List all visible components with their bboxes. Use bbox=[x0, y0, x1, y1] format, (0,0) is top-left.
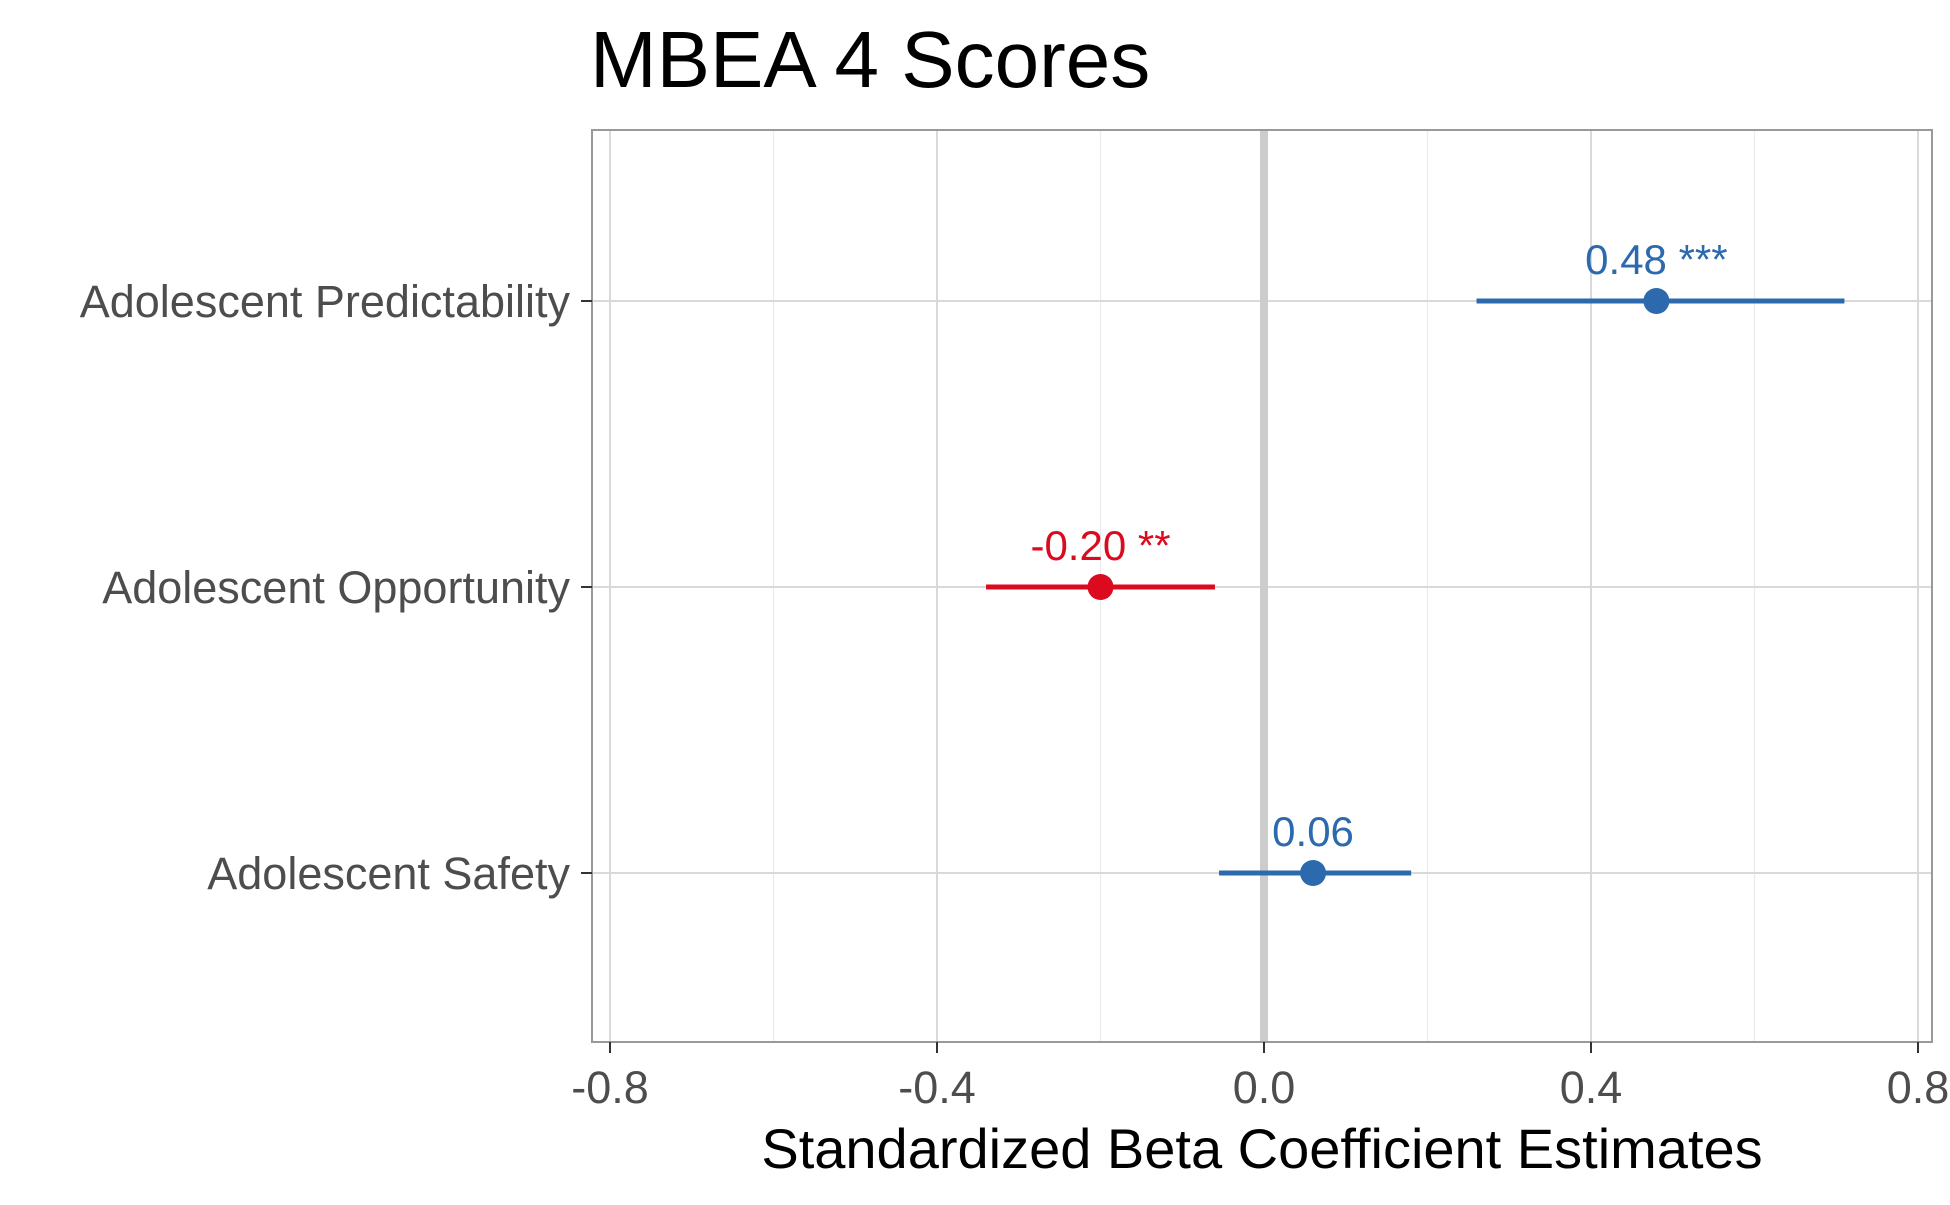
data-marks: 0.48 *** -0.20 ** 0.06 bbox=[986, 236, 1845, 886]
y-tick-label: Adolescent Opportunity bbox=[102, 562, 570, 613]
estimate-label: 0.06 bbox=[1272, 808, 1354, 855]
chart-title: MBEA 4 Scores bbox=[590, 15, 1150, 104]
x-tick-label: -0.8 bbox=[571, 1062, 649, 1113]
estimate-label: -0.20 ** bbox=[1030, 522, 1170, 569]
y-tick-label: Adolescent Safety bbox=[207, 848, 570, 899]
x-tick-label: 0.0 bbox=[1233, 1062, 1296, 1113]
x-tick-label: 0.8 bbox=[1887, 1062, 1950, 1113]
x-axis-label: Standardized Beta Coefficient Estimates bbox=[761, 1117, 1762, 1180]
estimate-label: 0.48 *** bbox=[1585, 236, 1727, 283]
x-tick-label: 0.4 bbox=[1560, 1062, 1623, 1113]
x-axis: -0.8 -0.4 0.0 0.4 0.8 bbox=[571, 1042, 1949, 1113]
x-tick-label: -0.4 bbox=[898, 1062, 976, 1113]
estimate-point bbox=[1087, 574, 1114, 600]
estimate-point bbox=[1300, 860, 1327, 886]
estimate-point bbox=[1643, 288, 1670, 314]
y-axis: Adolescent Predictability Adolescent Oppo… bbox=[80, 276, 592, 899]
y-tick-label: Adolescent Predictability bbox=[80, 276, 571, 327]
